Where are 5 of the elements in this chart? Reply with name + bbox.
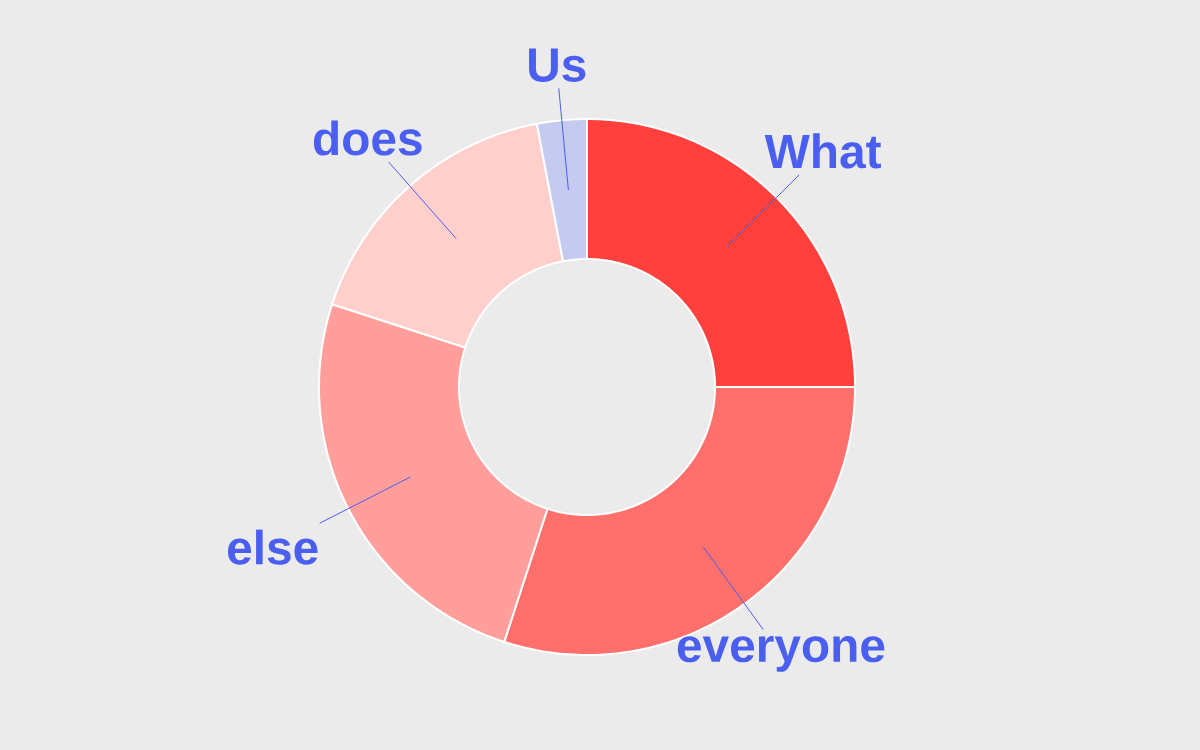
slice-label: else <box>228 529 318 565</box>
slice-label: everyone <box>677 636 885 672</box>
slice-label: Us <box>529 48 586 82</box>
slice-label: does <box>313 120 422 156</box>
slice-label: What <box>764 133 881 169</box>
